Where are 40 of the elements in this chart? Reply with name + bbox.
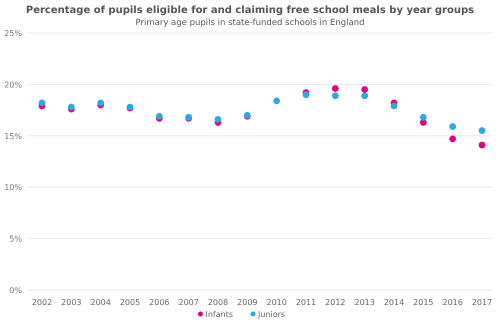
x-tick-label: 2002 [32, 298, 52, 307]
x-tick-label: 2008 [208, 298, 228, 307]
y-tick-label: 10% [4, 183, 22, 192]
legend-label: Infants [206, 310, 234, 319]
point [449, 136, 456, 142]
point [332, 92, 339, 100]
x-tick-label: 2005 [120, 298, 140, 307]
chart-title: Percentage of pupils eligible for and claiming free school meals by year groups [26, 5, 474, 16]
x-tick-label: 2012 [325, 298, 346, 307]
y-tick-label: 20% [4, 80, 22, 90]
x-tick-label: 2009 [237, 298, 258, 307]
point [420, 114, 427, 121]
point [214, 116, 222, 123]
y-tick-label: 0% [9, 286, 22, 295]
legend-label: Juniors [257, 310, 286, 319]
point [361, 92, 368, 100]
point [449, 123, 456, 130]
y-tick-label: 5% [9, 234, 22, 244]
y-tick-label: 15% [4, 132, 22, 141]
y-tick-label: 25% [4, 29, 22, 38]
point [273, 97, 280, 104]
x-tick-label: 2007 [178, 298, 199, 307]
x-tick-label: 2011 [296, 298, 316, 307]
point [478, 127, 486, 134]
point [390, 102, 398, 110]
point [361, 86, 368, 93]
point [38, 100, 46, 106]
x-tick-label: 2006 [149, 298, 170, 307]
x-tick-label: 2013 [354, 298, 375, 307]
x-tick-label: 2004 [90, 298, 111, 307]
point [332, 85, 339, 92]
x-tick-label: 2016 [442, 298, 463, 307]
x-tick-label: 2014 [384, 298, 404, 307]
point [478, 142, 486, 148]
chart-subtitle: Primary age pupils in state-funded schools in England [136, 18, 364, 28]
x-tick-label: 2015 [413, 298, 434, 307]
x-tick-label: 2017 [472, 298, 492, 307]
x-tick-label: 2010 [266, 298, 287, 307]
x-tick-label: 2003 [61, 298, 82, 307]
point [302, 91, 310, 98]
